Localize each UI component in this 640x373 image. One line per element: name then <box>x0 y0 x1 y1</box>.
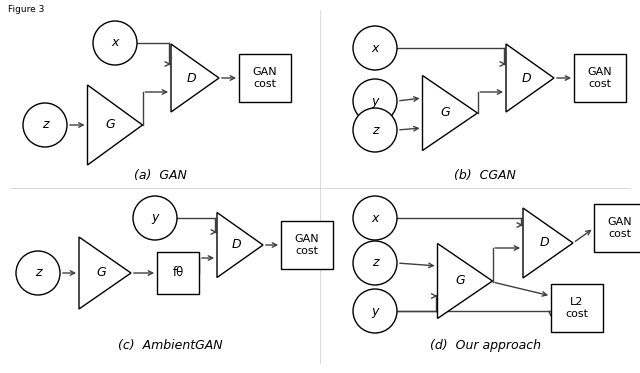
Circle shape <box>353 289 397 333</box>
Bar <box>281 221 333 269</box>
Text: GAN
cost: GAN cost <box>253 67 277 89</box>
Text: G: G <box>106 119 115 132</box>
Circle shape <box>133 196 177 240</box>
Polygon shape <box>506 44 554 112</box>
Circle shape <box>353 26 397 70</box>
Text: GAN
cost: GAN cost <box>588 67 612 89</box>
Bar <box>594 204 640 252</box>
Text: fθ: fθ <box>172 266 184 279</box>
Polygon shape <box>79 237 131 309</box>
Text: (c)  AmbientGAN: (c) AmbientGAN <box>118 339 222 351</box>
Text: G: G <box>96 266 106 279</box>
Polygon shape <box>171 44 219 112</box>
Text: D: D <box>232 238 241 251</box>
Circle shape <box>16 251 60 295</box>
Polygon shape <box>523 208 573 278</box>
Text: D: D <box>539 236 549 250</box>
Circle shape <box>353 241 397 285</box>
Text: z: z <box>372 257 378 270</box>
Polygon shape <box>438 244 493 319</box>
Text: L2
cost: L2 cost <box>566 297 589 319</box>
Text: G: G <box>456 275 465 288</box>
Bar <box>239 54 291 102</box>
Circle shape <box>353 196 397 240</box>
Text: z: z <box>42 119 48 132</box>
Circle shape <box>353 79 397 123</box>
Polygon shape <box>88 85 143 165</box>
Text: D: D <box>186 72 196 85</box>
Circle shape <box>353 108 397 152</box>
Text: GAN
cost: GAN cost <box>294 234 319 256</box>
Circle shape <box>23 103 67 147</box>
Text: z: z <box>35 266 41 279</box>
Text: G: G <box>441 107 451 119</box>
Text: x: x <box>371 211 379 225</box>
Bar <box>574 54 626 102</box>
Bar <box>551 284 603 332</box>
Text: y: y <box>151 211 159 225</box>
Circle shape <box>93 21 137 65</box>
Text: z: z <box>372 123 378 137</box>
Polygon shape <box>217 213 263 278</box>
Text: Figure 3: Figure 3 <box>8 5 44 14</box>
Text: x: x <box>111 37 118 50</box>
Text: y: y <box>371 304 379 317</box>
Text: (d)  Our approach: (d) Our approach <box>429 339 541 351</box>
Text: x: x <box>371 41 379 54</box>
Bar <box>157 252 199 294</box>
Text: (a)  GAN: (a) GAN <box>134 169 186 182</box>
Text: GAN
cost: GAN cost <box>608 217 632 239</box>
Polygon shape <box>422 75 477 150</box>
Text: y: y <box>371 94 379 107</box>
Text: D: D <box>522 72 531 85</box>
Text: (b)  CGAN: (b) CGAN <box>454 169 516 182</box>
